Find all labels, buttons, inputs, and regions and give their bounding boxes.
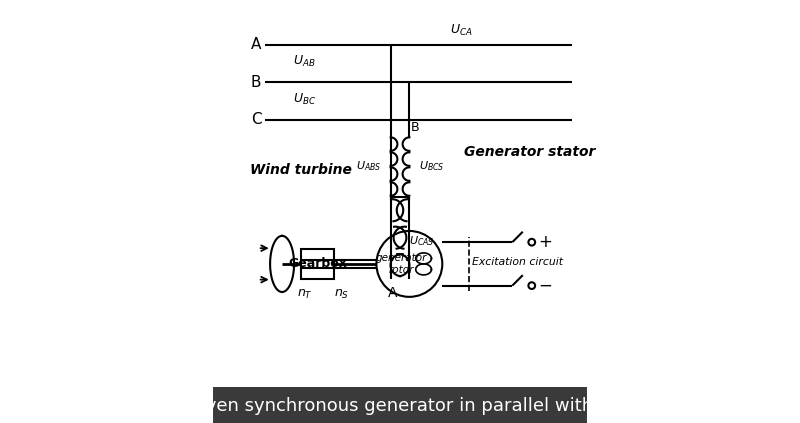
Text: $n_S$: $n_S$ [334, 288, 349, 301]
Text: A: A [388, 286, 398, 299]
FancyBboxPatch shape [301, 249, 334, 279]
Text: C: C [251, 112, 262, 127]
FancyBboxPatch shape [213, 387, 587, 423]
Text: $U_{BC}$: $U_{BC}$ [293, 92, 316, 107]
Text: generator: generator [375, 253, 427, 263]
Text: $U_{CA}$: $U_{CA}$ [450, 23, 473, 38]
Text: $U_{BCS}$: $U_{BCS}$ [418, 159, 444, 173]
Text: $U_{CAS}$: $U_{CAS}$ [410, 234, 435, 248]
Text: Excitation circuit: Excitation circuit [472, 257, 563, 267]
Text: Wind-driven synchronous generator in parallel with the grid: Wind-driven synchronous generator in par… [130, 397, 670, 415]
Text: B: B [411, 121, 420, 134]
Text: Wind turbine: Wind turbine [250, 163, 351, 177]
Text: $U_{AB}$: $U_{AB}$ [294, 54, 316, 69]
Text: B: B [251, 75, 262, 90]
Text: +: + [538, 233, 552, 251]
Text: −: − [538, 277, 552, 294]
Text: $U_{ABS}$: $U_{ABS}$ [356, 159, 382, 173]
Text: $n_T$: $n_T$ [297, 288, 313, 301]
Text: A: A [251, 37, 262, 52]
Text: Gearbox: Gearbox [288, 258, 347, 270]
Text: rotor: rotor [389, 265, 414, 275]
Text: Generator stator: Generator stator [464, 145, 595, 159]
